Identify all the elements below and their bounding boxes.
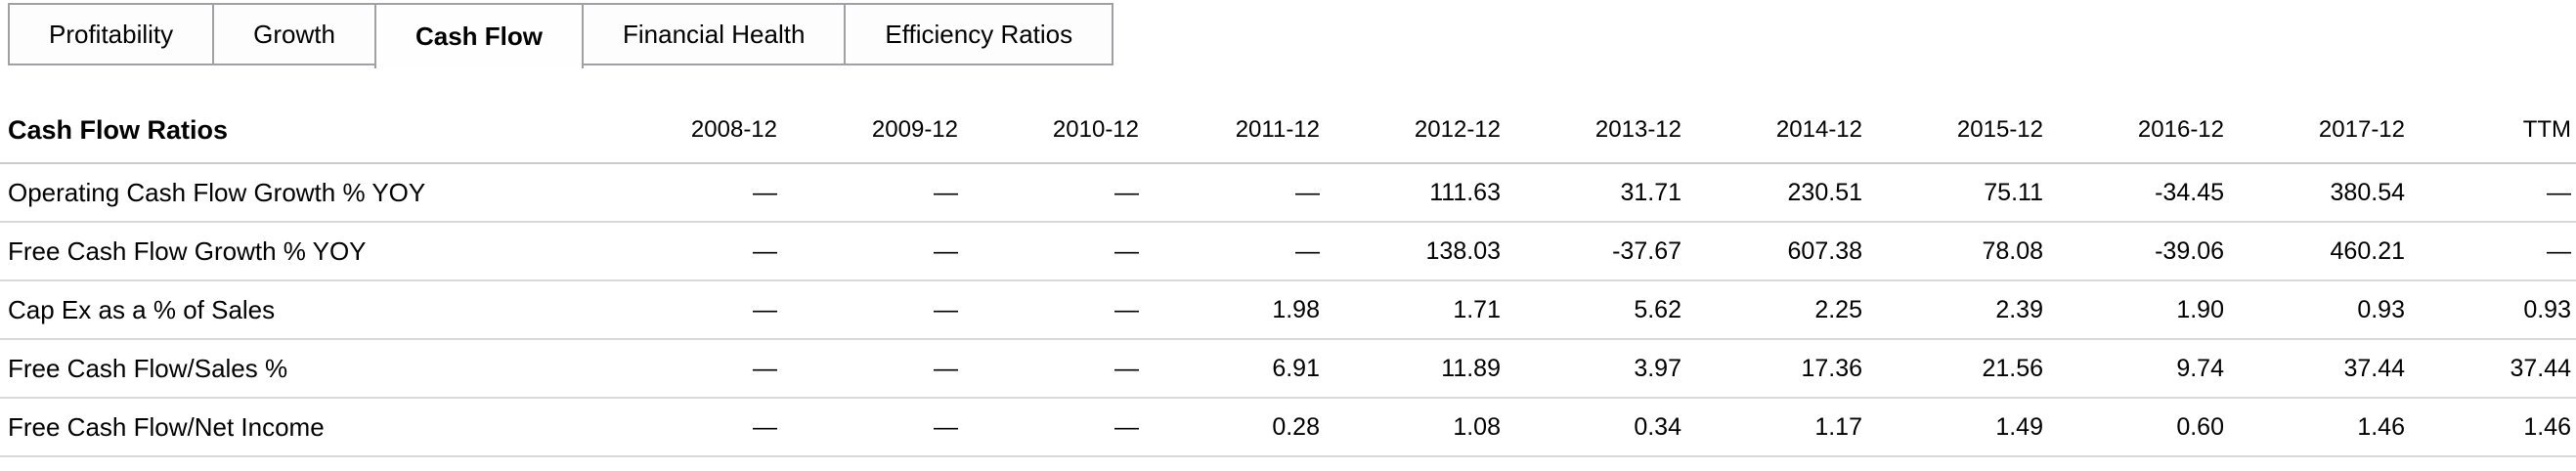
column-header: 2016-12 bbox=[2048, 98, 2229, 164]
cell-value: 0.34 bbox=[1506, 398, 1686, 457]
cell-value: 21.56 bbox=[1867, 339, 2048, 399]
column-header: 2013-12 bbox=[1506, 98, 1686, 164]
cell-value: 1.71 bbox=[1325, 280, 1506, 340]
cell-value: 1.08 bbox=[1325, 398, 1506, 457]
cell-value: 17.36 bbox=[1686, 339, 1867, 399]
cell-value: 31.71 bbox=[1506, 163, 1686, 223]
cell-value: 1.90 bbox=[2048, 280, 2229, 340]
cell-value: — bbox=[601, 280, 782, 340]
cell-value: 1.46 bbox=[2229, 398, 2410, 457]
cell-value: 5.62 bbox=[1506, 280, 1686, 340]
table-row: Free Cash Flow Growth % YOY — — — —138.03 -37… bbox=[0, 222, 2576, 281]
cell-value: 0.28 bbox=[1144, 398, 1325, 457]
tab-efficiency-ratios[interactable]: Efficiency Ratios bbox=[844, 3, 1114, 65]
cell-value: — bbox=[963, 163, 1144, 223]
cell-value: — bbox=[963, 339, 1144, 399]
table-row: Cap Ex as a % of Sales — — —1.98 1.71 5.62 2.2… bbox=[0, 280, 2576, 340]
column-header: 2009-12 bbox=[782, 98, 963, 164]
cell-value: 0.93 bbox=[2410, 280, 2576, 340]
row-label: Free Cash Flow Growth % YOY bbox=[0, 222, 601, 281]
tab-label: Cash Flow bbox=[415, 21, 543, 51]
tab-profitability[interactable]: Profitability bbox=[8, 3, 215, 65]
column-header: 2017-12 bbox=[2229, 98, 2410, 164]
cell-value: 1.98 bbox=[1144, 280, 1325, 340]
cell-value: 78.08 bbox=[1867, 222, 2048, 281]
cell-value: 2.25 bbox=[1686, 280, 1867, 340]
cell-value: -39.06 bbox=[2048, 222, 2229, 281]
tab-bar: Profitability Growth Cash Flow Financial… bbox=[0, 0, 2576, 68]
cell-value: — bbox=[963, 280, 1144, 340]
cell-value: 460.21 bbox=[2229, 222, 2410, 281]
cell-value: 6.91 bbox=[1144, 339, 1325, 399]
tab-label: Profitability bbox=[49, 19, 174, 49]
cell-value: — bbox=[601, 222, 782, 281]
cell-value: 0.93 bbox=[2229, 280, 2410, 340]
column-header: 2012-12 bbox=[1325, 98, 1506, 164]
cell-value: -37.67 bbox=[1506, 222, 1686, 281]
cell-value: 0.60 bbox=[2048, 398, 2229, 457]
cell-value: — bbox=[601, 398, 782, 457]
row-label: Operating Cash Flow Growth % YOY bbox=[0, 163, 601, 223]
cell-value: 607.38 bbox=[1686, 222, 1867, 281]
cell-value: 138.03 bbox=[1325, 222, 1506, 281]
cell-value: 11.89 bbox=[1325, 339, 1506, 399]
tab-cash-flow[interactable]: Cash Flow bbox=[373, 3, 584, 68]
cell-value: 3.97 bbox=[1506, 339, 1686, 399]
cell-value: 2.39 bbox=[1867, 280, 2048, 340]
cell-value: — bbox=[782, 339, 963, 399]
row-label: Free Cash Flow/Sales % bbox=[0, 339, 601, 399]
cell-value: 9.74 bbox=[2048, 339, 2229, 399]
table-title: Cash Flow Ratios bbox=[0, 98, 601, 164]
column-header: 2010-12 bbox=[963, 98, 1144, 164]
tab-growth[interactable]: Growth bbox=[212, 3, 376, 65]
tab-label: Growth bbox=[253, 19, 335, 49]
cell-value: — bbox=[782, 222, 963, 281]
column-header: TTM bbox=[2410, 98, 2576, 164]
table-header-row: Cash Flow Ratios 2008-12 2009-12 2010-12 201… bbox=[0, 98, 2576, 164]
cell-value: — bbox=[782, 163, 963, 223]
cell-value: 1.46 bbox=[2410, 398, 2576, 457]
table-row: Operating Cash Flow Growth % YOY — — — —111.… bbox=[0, 163, 2576, 223]
cell-value: — bbox=[2410, 222, 2576, 281]
table-row: Free Cash Flow/Net Income — — —0.28 1.08 0.34… bbox=[0, 398, 2576, 457]
cash-flow-ratios-section: Cash Flow Ratios 2008-12 2009-12 2010-12 201… bbox=[0, 98, 2576, 457]
cell-value: 1.17 bbox=[1686, 398, 1867, 457]
cell-value: — bbox=[601, 163, 782, 223]
cell-value: 37.44 bbox=[2410, 339, 2576, 399]
cell-value: — bbox=[601, 339, 782, 399]
row-label: Free Cash Flow/Net Income bbox=[0, 398, 601, 457]
row-label: Cap Ex as a % of Sales bbox=[0, 280, 601, 340]
cell-value: 37.44 bbox=[2229, 339, 2410, 399]
cell-value: — bbox=[963, 398, 1144, 457]
ratios-table: Cash Flow Ratios 2008-12 2009-12 2010-12 201… bbox=[0, 98, 2576, 457]
table-body: Operating Cash Flow Growth % YOY — — — —111.… bbox=[0, 163, 2576, 457]
tab-label: Efficiency Ratios bbox=[885, 19, 1073, 49]
cell-value: — bbox=[782, 280, 963, 340]
cell-value: — bbox=[782, 398, 963, 457]
tab-financial-health[interactable]: Financial Health bbox=[581, 3, 847, 65]
table-row: Free Cash Flow/Sales % — — —6.91 11.89 3.97 17… bbox=[0, 339, 2576, 399]
tab-label: Financial Health bbox=[622, 19, 806, 49]
cell-value: 1.49 bbox=[1867, 398, 2048, 457]
cell-value: 380.54 bbox=[2229, 163, 2410, 223]
column-header: 2011-12 bbox=[1144, 98, 1325, 164]
cell-value: 230.51 bbox=[1686, 163, 1867, 223]
cell-value: -34.45 bbox=[2048, 163, 2229, 223]
column-header: 2014-12 bbox=[1686, 98, 1867, 164]
column-header: 2008-12 bbox=[601, 98, 782, 164]
column-header: 2015-12 bbox=[1867, 98, 2048, 164]
cell-value: 111.63 bbox=[1325, 163, 1506, 223]
cell-value: — bbox=[2410, 163, 2576, 223]
cell-value: 75.11 bbox=[1867, 163, 2048, 223]
cell-value: — bbox=[963, 222, 1144, 281]
cell-value: — bbox=[1144, 222, 1325, 281]
cell-value: — bbox=[1144, 163, 1325, 223]
